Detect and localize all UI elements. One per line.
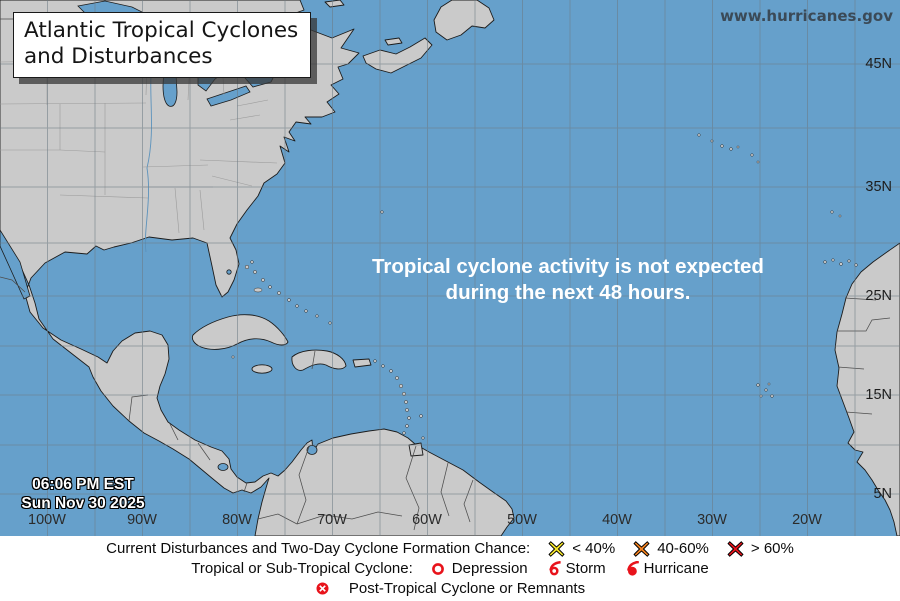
country-borders (0, 18, 891, 531)
legend-post-tropical-label: Post-Tropical Cyclone or Remnants (348, 580, 586, 597)
lon-label-20w: 20W (792, 512, 822, 528)
lon-label-50w: 50W (507, 512, 537, 528)
legend-40-60-label: 40-60% (657, 540, 709, 557)
legend-post-tropical-row: Post-Tropical Cyclone or Remnants (0, 579, 900, 598)
x-orange-icon (633, 540, 650, 557)
africa-landmass (834, 242, 900, 536)
lon-label-40w: 40W (602, 512, 632, 528)
lat-label-25n: 25N (865, 288, 892, 304)
atlantic-basin-map: Atlantic Tropical Cyclones and Disturban… (0, 0, 900, 536)
lon-label-100w: 100W (28, 512, 66, 528)
lat-label-35n: 35N (865, 179, 892, 195)
issuance-date: Sun Nov 30 2025 (21, 495, 145, 512)
newfoundland (433, 0, 495, 41)
americas-landmass (0, 0, 515, 536)
map-title-box: Atlantic Tropical Cyclones and Disturban… (13, 12, 312, 79)
legend-formation-label: Current Disturbances and Two-Day Cyclone… (106, 540, 531, 557)
state-borders (0, 19, 278, 234)
legend-item-depression: Depression (431, 560, 528, 577)
activity-notice-line1: Tropical cyclone activity is not expecte… (372, 255, 764, 278)
graticule (0, 0, 900, 536)
lon-label-30w: 30W (697, 512, 727, 528)
post-tropical-symbol-icon (315, 581, 330, 596)
legend-item-gt60: > 60% (727, 540, 794, 557)
landmasses (0, 0, 900, 536)
puerto-rico (352, 358, 372, 368)
map-title-line1: Atlantic Tropical Cyclones (24, 18, 299, 43)
activity-notice: Tropical cyclone activity is not expecte… (352, 254, 784, 306)
site-url: www.hurricanes.gov (720, 7, 893, 25)
lake-erie (206, 85, 251, 107)
x-red-icon (727, 540, 744, 557)
jamaica (251, 364, 273, 374)
cuba (191, 314, 289, 350)
lon-label-90w: 90W (127, 512, 157, 528)
bermuda (380, 210, 384, 214)
legend-hurricane-label: Hurricane (643, 560, 709, 577)
legend-item-lt40: < 40% (548, 540, 615, 557)
lat-label-5n: 5N (873, 486, 892, 502)
legend-lt40-label: < 40% (572, 540, 616, 557)
issuance-time: 06:06 PM EST (32, 476, 134, 493)
legend-cyclone-label: Tropical or Sub-Tropical Cyclone: (191, 560, 413, 577)
hurricane-symbol-icon (624, 560, 640, 577)
lon-label-80w: 80W (222, 512, 252, 528)
lat-label-45n: 45N (865, 56, 892, 72)
gulf-of-california (0, 229, 31, 300)
anticosti-island (324, 0, 345, 8)
lon-label-60w: 60W (412, 512, 442, 528)
map-title-line2: and Disturbances (24, 44, 213, 70)
legend-gt60-label: > 60% (750, 540, 794, 557)
legend: Current Disturbances and Two-Day Cyclone… (0, 536, 900, 601)
legend-item-hurricane: Hurricane (624, 560, 709, 577)
issuance-timestamp: 06:06 PM EST Sun Nov 30 2025 (12, 475, 154, 513)
lake-maracaibo (306, 445, 318, 455)
trinidad (408, 442, 424, 457)
lake-nicaragua (217, 463, 229, 471)
legend-cyclone-row: Tropical or Sub-Tropical Cyclone: Depres… (0, 559, 900, 578)
lon-label-70w: 70W (317, 512, 347, 528)
prince-edward-island (384, 37, 403, 46)
depression-circle-icon (431, 562, 445, 576)
legend-item-40-60: 40-60% (633, 540, 709, 557)
lake-okeechobee (226, 269, 232, 275)
legend-depression-label: Depression (451, 560, 528, 577)
small-islands (231, 133, 858, 440)
legend-item-storm: Storm (546, 560, 606, 577)
activity-notice-line2: during the next 48 hours. (445, 281, 691, 304)
lat-label-15n: 15N (865, 387, 892, 403)
storm-symbol-icon (546, 560, 562, 577)
legend-storm-label: Storm (565, 560, 606, 577)
legend-formation-row: Current Disturbances and Two-Day Cyclone… (0, 539, 900, 558)
mississippi-river (144, 61, 153, 253)
x-yellow-icon (548, 540, 565, 557)
